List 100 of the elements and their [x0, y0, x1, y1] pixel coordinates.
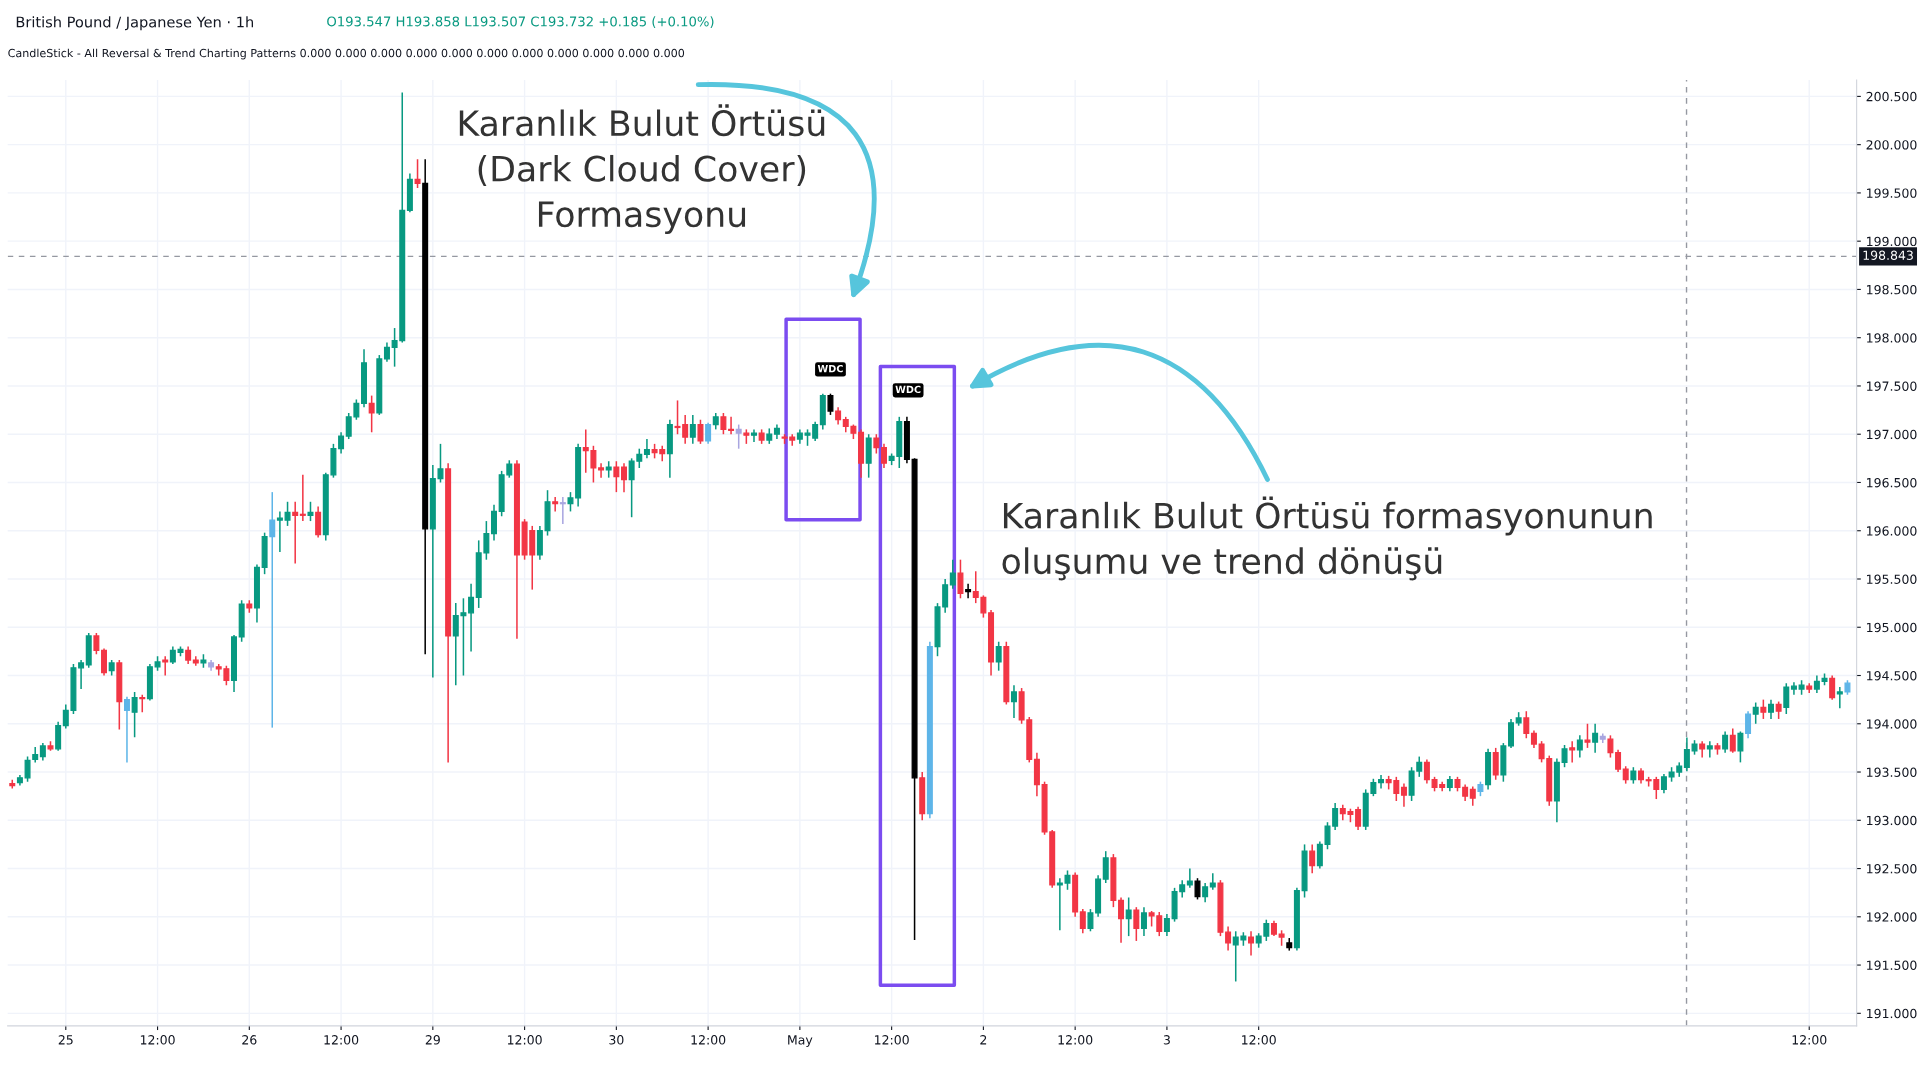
- y-tick-label: 191.500: [1867, 960, 1917, 970]
- y-tick-label: 197.500: [1867, 381, 1917, 391]
- x-tick-label: 25: [58, 1035, 73, 1045]
- x-tick-label: 26: [242, 1035, 257, 1045]
- y-tick-label: 194.000: [1867, 719, 1917, 729]
- candlestick: [1309, 843, 1316, 875]
- candlestick: [957, 558, 964, 600]
- y-tick-label: 196.000: [1867, 526, 1917, 536]
- x-tick-label: 12:00: [1792, 1035, 1827, 1045]
- candlestick: [1722, 730, 1729, 754]
- x-tick-label: 3: [1163, 1035, 1170, 1045]
- y-tick-label: 200.000: [1866, 140, 1917, 150]
- candlestick: [1768, 698, 1774, 720]
- candlestick: [1783, 682, 1790, 715]
- candlestick: [276, 510, 283, 553]
- candlestick: [101, 647, 108, 677]
- candlestick: [1423, 758, 1430, 785]
- y-tick-label: 193.500: [1867, 767, 1917, 777]
- candlestick: [1561, 744, 1568, 768]
- candlestick: [873, 433, 880, 455]
- candlestick: [827, 392, 834, 416]
- y-tick-label: 198.000: [1867, 333, 1917, 343]
- x-tick-label: 30: [609, 1035, 624, 1045]
- y-tick-label: 199.000: [1867, 236, 1917, 247]
- annotation: WDC: [817, 364, 843, 373]
- annotation: WDC: [895, 385, 921, 394]
- x-tick-label: 12:00: [140, 1035, 175, 1045]
- candlestick: [131, 691, 138, 739]
- candlestick: [1523, 710, 1530, 740]
- candlestick: [567, 491, 574, 513]
- candlestick: [1745, 710, 1752, 740]
- candlestick: [1225, 925, 1232, 952]
- candlestick: [55, 721, 62, 752]
- y-tick-label: 193.000: [1867, 815, 1917, 826]
- candlestick: [1760, 698, 1767, 720]
- chart-subtitle: O193.547 H193.858 L193.507 C193.732 +0.185 (+0.10%): [327, 16, 714, 28]
- candlestick: [1010, 684, 1017, 719]
- candlestick: [93, 632, 100, 656]
- candlestick: [735, 423, 742, 450]
- candlestick: [1836, 686, 1843, 710]
- candlestick: [1615, 749, 1622, 773]
- candlestick: [1607, 734, 1614, 759]
- x-tick-label: 2: [980, 1035, 987, 1045]
- candlestick: [880, 443, 887, 469]
- candlestick: [613, 460, 620, 493]
- candlestick: [1829, 674, 1836, 701]
- candlestick: [1492, 747, 1499, 781]
- y-tick-label: 195.000: [1867, 622, 1917, 633]
- candlestick: [368, 394, 375, 434]
- x-tick-label: 29: [425, 1035, 440, 1045]
- candlestick: [1194, 877, 1201, 901]
- annotation: Karanlık Bulut Örtüsü formasyonunun oluşumu ve trend dönüşü: [1002, 496, 1652, 581]
- candlestick: [1706, 740, 1713, 759]
- candlestick: [1584, 723, 1591, 749]
- candlestick: [1737, 730, 1744, 764]
- candlestick: [1102, 850, 1109, 884]
- y-tick-label: 200.500: [1866, 91, 1917, 102]
- candlestick: [78, 659, 85, 690]
- candlestick: [1683, 736, 1690, 773]
- candlestick: [643, 438, 650, 460]
- y-tick-label: 198.500: [1867, 284, 1917, 295]
- candlestick: [414, 158, 421, 189]
- candlestick: [949, 558, 956, 590]
- candlestick: [383, 341, 390, 363]
- candlestick: [299, 473, 306, 522]
- candlestick: [468, 583, 475, 653]
- candlestick: [1508, 718, 1515, 749]
- candlestick: [965, 583, 972, 600]
- y-tick-label: 196.500: [1867, 477, 1917, 488]
- candlestick: [1133, 906, 1140, 942]
- candlestick: [1186, 867, 1193, 889]
- candlestick: [720, 412, 727, 435]
- candlestick: [705, 421, 712, 445]
- x-tick-label: 12:00: [1242, 1035, 1276, 1045]
- candlestick: [1087, 908, 1094, 933]
- x-tick-label: 12:00: [691, 1035, 726, 1045]
- y-tick-label: 192.000: [1867, 912, 1917, 922]
- candlestick: [123, 695, 130, 764]
- annotation: Karanlık Bulut Örtüsü (Dark Cloud Cover) Formasyonu: [459, 104, 825, 235]
- ref-line-label: 198.843: [1863, 250, 1913, 260]
- y-tick-label: 191.000: [1867, 1008, 1917, 1019]
- candlestick: [728, 416, 735, 435]
- candlestick: [1355, 806, 1362, 831]
- candlestick: [284, 501, 291, 527]
- y-tick-label: 195.500: [1867, 574, 1917, 584]
- y-tick-label: 194.500: [1867, 670, 1917, 681]
- candlestick: [1400, 782, 1407, 808]
- candlestick: [598, 462, 605, 479]
- y-tick-label: 199.500: [1867, 188, 1917, 198]
- candlestick: [995, 640, 1002, 672]
- candlestick: [621, 462, 627, 493]
- candlestick: [1592, 723, 1599, 754]
- y-tick-label: 192.500: [1867, 864, 1917, 874]
- candlestick: [1569, 740, 1576, 764]
- candlestick: [1660, 773, 1667, 795]
- candlestick: [315, 505, 322, 539]
- candlestick: [689, 414, 696, 445]
- candlestick: [1752, 701, 1759, 725]
- candlestick: [292, 501, 299, 565]
- candlestick: [697, 418, 704, 445]
